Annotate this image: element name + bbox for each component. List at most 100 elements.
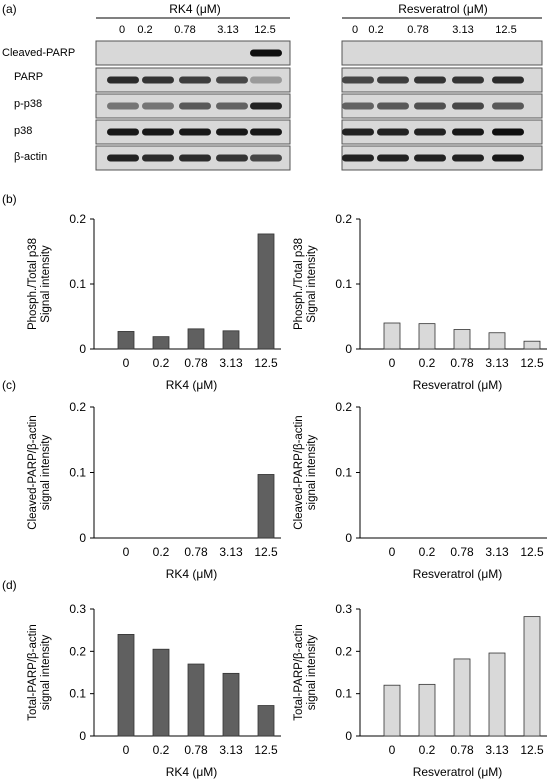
x-axis-title: Resveratrol (μM) — [413, 567, 503, 581]
blot-row-label-parp: PARP — [14, 71, 43, 83]
bar-0-78 — [187, 328, 205, 350]
x-tick-label: 3.13 — [219, 356, 243, 370]
blot-band — [179, 102, 211, 110]
panel-label-d: (d) — [2, 578, 17, 592]
y-tick-label: 0.1 — [335, 466, 352, 480]
blot-band — [342, 154, 374, 162]
x-tick-label: 12.5 — [254, 356, 278, 370]
x-tick-label: 0.2 — [153, 356, 170, 370]
x-tick-label: 0.78 — [450, 545, 474, 559]
y-axis-title: signal intensity — [306, 435, 318, 511]
blot-band — [492, 128, 524, 136]
x-tick-label: 3.13 — [485, 743, 509, 757]
blot-band — [250, 154, 282, 162]
blot-band — [142, 102, 174, 110]
bar-12-5 — [523, 340, 541, 350]
x-tick-label: 0.2 — [419, 356, 436, 370]
bar-0 — [383, 684, 401, 737]
blot-band — [216, 102, 248, 110]
y-axis-title: Cleaved-PARP/β-actin — [27, 415, 39, 529]
bar-3-13 — [488, 652, 506, 737]
bar-0-2 — [418, 323, 436, 350]
x-tick-label: 3.13 — [219, 545, 243, 559]
bar-0 — [117, 634, 135, 737]
blot-strip-cleaved-parp — [341, 40, 543, 66]
blot-band — [107, 102, 139, 110]
y-tick-label: 0.2 — [335, 212, 352, 226]
x-tick-label: 0.2 — [419, 545, 436, 559]
x-tick-label: 0.78 — [450, 743, 474, 757]
blot-band — [377, 154, 409, 162]
x-tick-label: 0 — [123, 743, 130, 757]
y-tick-label: 0.1 — [69, 277, 86, 291]
x-tick-label: 0 — [389, 545, 396, 559]
blot-band — [179, 76, 211, 84]
blot-conc-rk4-0: 0 — [119, 24, 125, 36]
blot-conc-rk4-1: 0.2 — [137, 24, 152, 36]
chart-b-left: 0 0.1 0.2 0 0.2 0.78 3.13 12.5 RK4 (μM) Phosph./T… — [27, 212, 281, 392]
blot-row-label-p38: p38 — [14, 125, 32, 137]
blot-band — [342, 102, 374, 110]
x-axis-title: Resveratrol (μM) — [413, 765, 503, 779]
y-axis-title: signal intensity — [40, 435, 52, 511]
y-axis-title: Total-PARP/β-actin — [293, 624, 305, 721]
y-tick-label: 0 — [345, 342, 352, 356]
y-tick-label: 0 — [79, 342, 86, 356]
x-tick-label: 0.78 — [184, 743, 208, 757]
x-axis-title: RK4 (μM) — [166, 378, 218, 392]
blot-res — [341, 40, 543, 171]
bar-12-5 — [257, 705, 275, 737]
blot-band — [492, 154, 524, 162]
blot-band — [250, 102, 282, 110]
blot-row-label-cleaved-parp: Cleaved-PARP — [2, 47, 75, 59]
chart-b-right: 0 0.1 0.2 0 0.2 0.78 3.13 12.5 Resveratrol (μM) P… — [293, 212, 547, 392]
y-tick-label: 0 — [345, 531, 352, 545]
blot-band — [414, 76, 446, 84]
x-tick-label: 12.5 — [520, 545, 544, 559]
chart-d-right: 0 0.1 0.2 0.3 0 0.2 0.78 3.13 12.5 Resveratrol (μ… — [293, 602, 547, 779]
chart-d-left: 0 0.1 0.2 0.3 0 0.2 0.78 3.13 12.5 RK4 (μM) Total-… — [27, 602, 281, 779]
y-tick-label: 0.2 — [335, 644, 352, 658]
y-axis-title: Total-PARP/β-actin — [27, 624, 39, 721]
blot-conc-res-4: 12.5 — [495, 24, 516, 36]
x-tick-label: 0 — [389, 743, 396, 757]
y-tick-label: 0.1 — [335, 687, 352, 701]
bar-3-13 — [222, 672, 240, 737]
x-tick-label: 0.78 — [450, 356, 474, 370]
y-tick-label: 0.2 — [69, 212, 86, 226]
x-tick-label: 3.13 — [219, 743, 243, 757]
blot-band — [142, 76, 174, 84]
x-tick-label: 3.13 — [485, 545, 509, 559]
blot-band — [414, 128, 446, 136]
bar-0-2 — [152, 336, 170, 350]
x-tick-label: 12.5 — [520, 356, 544, 370]
blot-conc-res-3: 3.13 — [452, 24, 473, 36]
blot-header-res: Resveratrol (μM) — [398, 2, 488, 16]
blot-conc-rk4-3: 3.13 — [217, 24, 238, 36]
bar-12-5 — [257, 233, 275, 350]
x-tick-label: 0.78 — [184, 545, 208, 559]
blot-band — [216, 128, 248, 136]
y-tick-label: 0.3 — [335, 602, 352, 616]
blot-band — [377, 128, 409, 136]
panel-label-c: (c) — [2, 378, 16, 392]
blot-band — [452, 76, 484, 84]
y-tick-label: 0.2 — [69, 400, 86, 414]
bar-12-5 — [523, 616, 541, 737]
y-tick-label: 0.1 — [69, 466, 86, 480]
x-tick-label: 0.78 — [184, 356, 208, 370]
y-tick-label: 0.1 — [69, 687, 86, 701]
x-tick-label: 0.2 — [419, 743, 436, 757]
blot-band — [179, 128, 211, 136]
bar-3-13 — [488, 332, 506, 350]
blot-band — [250, 128, 282, 136]
blot-conc-rk4-4: 12.5 — [254, 24, 275, 36]
x-tick-label: 0 — [389, 356, 396, 370]
blot-band — [107, 128, 139, 136]
x-tick-label: 12.5 — [254, 743, 278, 757]
x-axis-title: RK4 (μM) — [166, 567, 218, 581]
blot-band — [216, 76, 248, 84]
blot-rk4 — [95, 40, 291, 171]
x-axis-title: RK4 (μM) — [166, 765, 218, 779]
